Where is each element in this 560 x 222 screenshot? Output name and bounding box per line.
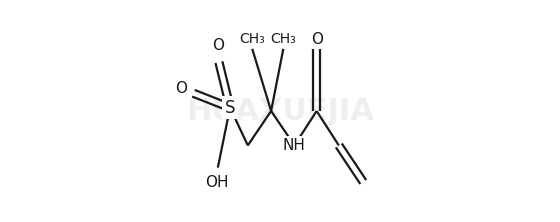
Text: CH₃: CH₃ bbox=[239, 32, 265, 46]
Text: O: O bbox=[311, 32, 323, 47]
Text: NH: NH bbox=[283, 138, 306, 153]
Text: S: S bbox=[225, 99, 235, 117]
Text: O: O bbox=[212, 38, 224, 53]
Text: O: O bbox=[175, 81, 186, 96]
Text: CH₃: CH₃ bbox=[270, 32, 296, 46]
Text: HUAXUEJIA: HUAXUEJIA bbox=[186, 97, 374, 125]
Text: OH: OH bbox=[205, 174, 228, 190]
